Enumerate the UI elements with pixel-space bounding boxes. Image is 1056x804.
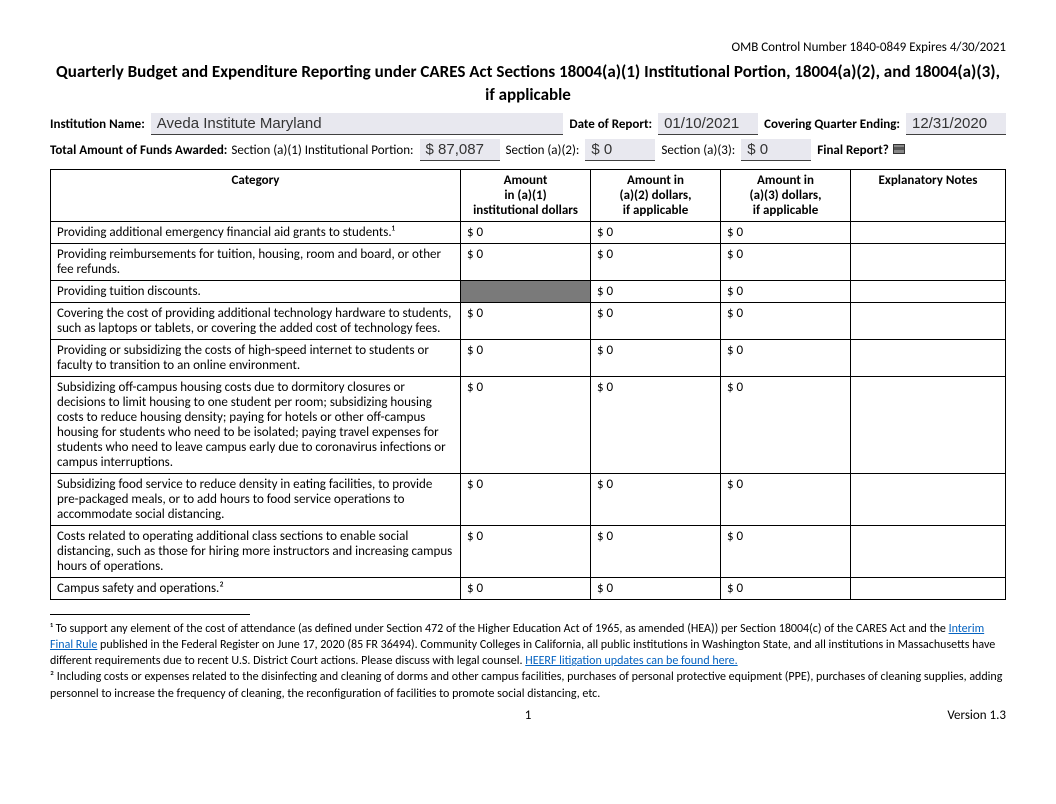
- cell-notes[interactable]: [851, 376, 1006, 473]
- total-awarded-label: Total Amount of Funds Awarded:: [50, 143, 227, 158]
- cell-notes[interactable]: [851, 525, 1006, 577]
- section-a1-label: Section (a)(1) Institutional Portion:: [231, 143, 413, 158]
- header-notes: Explanatory Notes: [851, 169, 1006, 221]
- final-report-label: Final Report?: [817, 143, 888, 158]
- cell-category: Subsidizing off-campus housing costs due…: [51, 376, 461, 473]
- institution-field[interactable]: Aveda Institute Maryland: [151, 113, 564, 135]
- cell-category: Providing reimbursements for tuition, ho…: [51, 243, 461, 280]
- cell-amount-a1[interactable]: [461, 280, 591, 302]
- cell-amount-a1[interactable]: $ 0: [461, 302, 591, 339]
- table-row: Covering the cost of providing additiona…: [51, 302, 1006, 339]
- cell-notes[interactable]: [851, 339, 1006, 376]
- cell-amount-a3[interactable]: $ 0: [721, 577, 851, 599]
- footnote-separator: [50, 614, 250, 615]
- quarter-label: Covering Quarter Ending:: [764, 117, 900, 132]
- cell-amount-a1[interactable]: $ 0: [461, 376, 591, 473]
- cell-amount-a2[interactable]: $ 0: [591, 280, 721, 302]
- cell-amount-a2[interactable]: $ 0: [591, 525, 721, 577]
- cell-amount-a1[interactable]: $ 0: [461, 473, 591, 525]
- cell-amount-a3[interactable]: $ 0: [721, 280, 851, 302]
- header-amount-a3: Amount in(a)(3) dollars,if applicable: [721, 169, 851, 221]
- header-category: Category: [51, 169, 461, 221]
- cell-amount-a3[interactable]: $ 0: [721, 376, 851, 473]
- cell-notes[interactable]: [851, 280, 1006, 302]
- table-row: Providing or subsidizing the costs of hi…: [51, 339, 1006, 376]
- cell-amount-a2[interactable]: $ 0: [591, 376, 721, 473]
- expenditure-table: Category Amountin (a)(1)institutional do…: [50, 169, 1006, 600]
- cell-amount-a2[interactable]: $ 0: [591, 473, 721, 525]
- footnote-1-text-mid: published in the Federal Register on Jun…: [50, 638, 995, 668]
- section-a3-label: Section (a)(3):: [661, 143, 735, 158]
- omb-header: OMB Control Number 1840-0849 Expires 4/3…: [50, 40, 1006, 55]
- date-label: Date of Report:: [569, 117, 652, 132]
- cell-amount-a3[interactable]: $ 0: [721, 473, 851, 525]
- cell-amount-a2[interactable]: $ 0: [591, 339, 721, 376]
- table-row: Subsidizing off-campus housing costs due…: [51, 376, 1006, 473]
- cell-notes[interactable]: [851, 243, 1006, 280]
- cell-amount-a1[interactable]: $ 0: [461, 525, 591, 577]
- cell-category: Costs related to operating additional cl…: [51, 525, 461, 577]
- table-row: Providing reimbursements for tuition, ho…: [51, 243, 1006, 280]
- header-amount-a1: Amountin (a)(1)institutional dollars: [461, 169, 591, 221]
- cell-amount-a2[interactable]: $ 0: [591, 577, 721, 599]
- header-amount-a2: Amount in(a)(2) dollars,if applicable: [591, 169, 721, 221]
- footnotes: ¹ To support any element of the cost of …: [50, 621, 1006, 702]
- cell-notes[interactable]: [851, 473, 1006, 525]
- cell-notes[interactable]: [851, 221, 1006, 243]
- table-row: Providing additional emergency financial…: [51, 221, 1006, 243]
- cell-amount-a1[interactable]: $ 0: [461, 339, 591, 376]
- cell-amount-a3[interactable]: $ 0: [721, 243, 851, 280]
- cell-amount-a2[interactable]: $ 0: [591, 302, 721, 339]
- page-number: 1: [50, 708, 1006, 723]
- footnote-1: ¹ To support any element of the cost of …: [50, 621, 1006, 670]
- cell-category: Providing tuition discounts.: [51, 280, 461, 302]
- cell-notes[interactable]: [851, 577, 1006, 599]
- table-row: Costs related to operating additional cl…: [51, 525, 1006, 577]
- cell-amount-a3[interactable]: $ 0: [721, 302, 851, 339]
- table-row: Providing tuition discounts. $ 0$ 0: [51, 280, 1006, 302]
- footnote-2: ² Including costs or expenses related to…: [50, 669, 1006, 701]
- section-a2-label: Section (a)(2):: [506, 143, 580, 158]
- cell-amount-a1[interactable]: $ 0: [461, 221, 591, 243]
- section-a1-field[interactable]: $ 87,087: [420, 139, 500, 161]
- cell-category: Providing additional emergency financial…: [51, 221, 461, 243]
- cell-category: Subsidizing food service to reduce densi…: [51, 473, 461, 525]
- table-header-row: Category Amountin (a)(1)institutional do…: [51, 169, 1006, 221]
- date-field[interactable]: 01/10/2021: [658, 113, 758, 135]
- cell-amount-a1[interactable]: $ 0: [461, 577, 591, 599]
- page-footer: 1 Version 1.3: [50, 708, 1006, 723]
- quarter-field[interactable]: 12/31/2020: [906, 113, 1006, 135]
- cell-amount-a3[interactable]: $ 0: [721, 221, 851, 243]
- cell-amount-a3[interactable]: $ 0: [721, 339, 851, 376]
- meta-row-2: Total Amount of Funds Awarded: Section (…: [50, 139, 1006, 161]
- section-a3-field[interactable]: $ 0: [741, 139, 811, 161]
- cell-category: Campus safety and operations.²: [51, 577, 461, 599]
- final-report-checkbox[interactable]: [893, 144, 905, 154]
- cell-amount-a1[interactable]: $ 0: [461, 243, 591, 280]
- heerf-litigation-link[interactable]: HEERF litigation updates can be found he…: [525, 654, 737, 668]
- cell-amount-a2[interactable]: $ 0: [591, 221, 721, 243]
- cell-category: Covering the cost of providing additiona…: [51, 302, 461, 339]
- cell-notes[interactable]: [851, 302, 1006, 339]
- table-row: Campus safety and operations.²$ 0$ 0$ 0: [51, 577, 1006, 599]
- meta-row-1: Institution Name: Aveda Institute Maryla…: [50, 113, 1006, 135]
- form-title: Quarterly Budget and Expenditure Reporti…: [50, 61, 1006, 107]
- cell-category: Providing or subsidizing the costs of hi…: [51, 339, 461, 376]
- institution-label: Institution Name:: [50, 117, 145, 132]
- footnote-1-text-pre: ¹ To support any element of the cost of …: [50, 622, 949, 636]
- section-a2-field[interactable]: $ 0: [585, 139, 655, 161]
- table-row: Subsidizing food service to reduce densi…: [51, 473, 1006, 525]
- cell-amount-a2[interactable]: $ 0: [591, 243, 721, 280]
- version-label: Version 1.3: [947, 708, 1006, 723]
- cell-amount-a3[interactable]: $ 0: [721, 525, 851, 577]
